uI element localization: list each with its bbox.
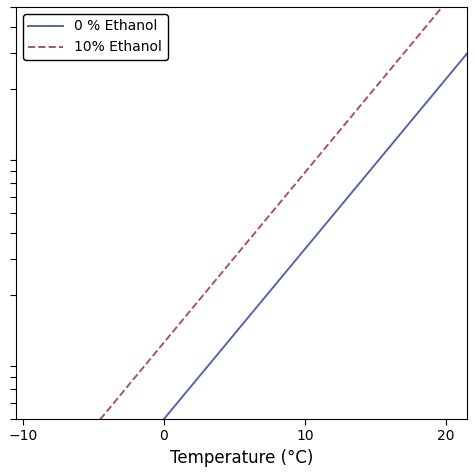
0 % Ethanol [301,248,306,254]
10% Ethanol [287,188,292,194]
10% Ethanol [355,106,361,111]
Line: 10% Ethanol: 10% Ethanol [16,0,467,474]
0 % Ethanol [464,51,470,56]
0 % Ethanol [287,264,292,270]
Legend: 0 % Ethanol, 10% Ethanol: 0 % Ethanol, 10% Ethanol [23,14,168,60]
10% Ethanol [301,172,306,177]
0 % Ethanol [355,182,361,188]
0 % Ethanol [275,279,281,284]
X-axis label: Temperature (°C): Temperature (°C) [170,449,313,467]
10% Ethanol [275,202,281,208]
Line: 0 % Ethanol: 0 % Ethanol [16,54,467,474]
0 % Ethanol [401,126,407,132]
10% Ethanol [401,50,407,55]
